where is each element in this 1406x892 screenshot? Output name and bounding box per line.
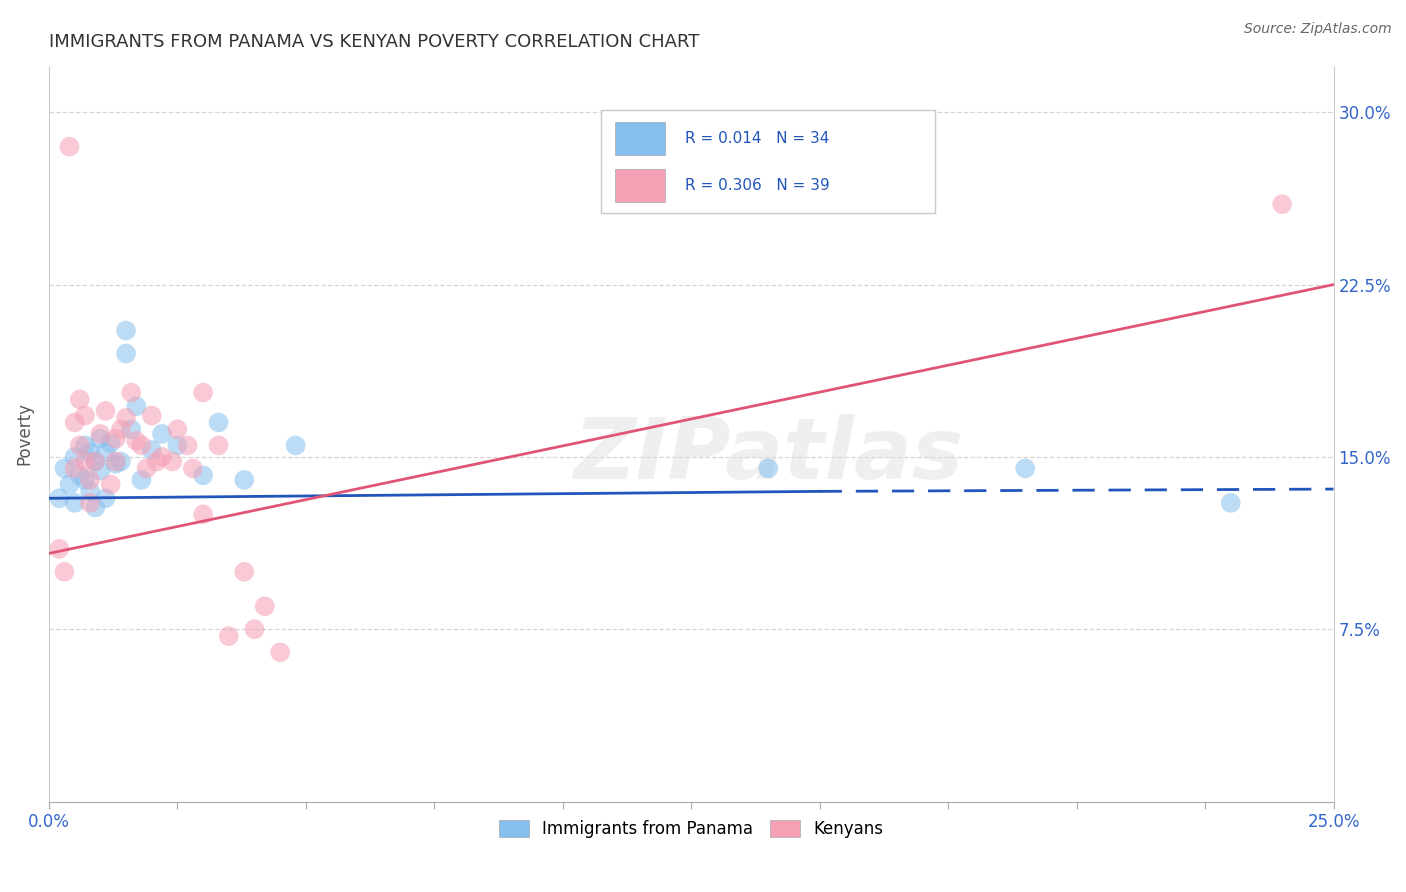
Point bbox=[104, 454, 127, 468]
Point bbox=[141, 442, 163, 457]
Point bbox=[58, 477, 80, 491]
Point bbox=[63, 461, 86, 475]
Point bbox=[233, 473, 256, 487]
Point bbox=[63, 450, 86, 464]
Point bbox=[125, 434, 148, 448]
Text: ZIPatlas: ZIPatlas bbox=[574, 415, 963, 498]
Point bbox=[1014, 461, 1036, 475]
Point bbox=[181, 461, 204, 475]
Point bbox=[191, 508, 214, 522]
Point bbox=[243, 622, 266, 636]
Point bbox=[63, 496, 86, 510]
Point bbox=[89, 432, 111, 446]
Point bbox=[177, 438, 200, 452]
Point bbox=[284, 438, 307, 452]
Point bbox=[191, 385, 214, 400]
Point bbox=[150, 450, 173, 464]
Point bbox=[269, 645, 291, 659]
Point bbox=[218, 629, 240, 643]
Point bbox=[48, 541, 70, 556]
Legend: Immigrants from Panama, Kenyans: Immigrants from Panama, Kenyans bbox=[492, 814, 890, 845]
Point bbox=[69, 392, 91, 407]
Point bbox=[100, 477, 122, 491]
Text: Source: ZipAtlas.com: Source: ZipAtlas.com bbox=[1244, 22, 1392, 37]
Point bbox=[756, 461, 779, 475]
Y-axis label: Poverty: Poverty bbox=[15, 402, 32, 466]
Point bbox=[115, 346, 138, 360]
Point bbox=[53, 461, 76, 475]
Point bbox=[166, 438, 188, 452]
Point bbox=[125, 400, 148, 414]
Point bbox=[141, 409, 163, 423]
Point bbox=[150, 426, 173, 441]
Point bbox=[110, 454, 132, 468]
Point bbox=[115, 410, 138, 425]
Point bbox=[120, 422, 142, 436]
Point bbox=[69, 468, 91, 483]
Point bbox=[94, 491, 117, 506]
Point bbox=[73, 454, 96, 468]
Point bbox=[104, 432, 127, 446]
Point bbox=[146, 454, 169, 468]
Point bbox=[135, 461, 157, 475]
Point bbox=[191, 468, 214, 483]
Point bbox=[79, 484, 101, 499]
Point bbox=[84, 500, 107, 515]
Point bbox=[89, 426, 111, 441]
Point bbox=[73, 473, 96, 487]
Point bbox=[207, 438, 229, 452]
Point bbox=[253, 599, 276, 614]
Point bbox=[131, 473, 153, 487]
Point bbox=[79, 496, 101, 510]
Point bbox=[84, 454, 107, 468]
Point bbox=[1271, 197, 1294, 211]
Point bbox=[69, 438, 91, 452]
Point bbox=[110, 422, 132, 436]
Point bbox=[120, 385, 142, 400]
Point bbox=[1219, 496, 1241, 510]
Point bbox=[73, 409, 96, 423]
Point bbox=[233, 565, 256, 579]
Point bbox=[73, 438, 96, 452]
Point bbox=[115, 324, 138, 338]
Point bbox=[58, 139, 80, 153]
Point bbox=[104, 457, 127, 471]
Point bbox=[53, 565, 76, 579]
Text: IMMIGRANTS FROM PANAMA VS KENYAN POVERTY CORRELATION CHART: IMMIGRANTS FROM PANAMA VS KENYAN POVERTY… bbox=[49, 33, 699, 51]
Point bbox=[166, 422, 188, 436]
Point bbox=[100, 436, 122, 450]
Point bbox=[89, 464, 111, 478]
Point bbox=[79, 473, 101, 487]
Point bbox=[131, 438, 153, 452]
Point bbox=[84, 454, 107, 468]
Point bbox=[207, 416, 229, 430]
Point bbox=[79, 445, 101, 459]
Point bbox=[162, 454, 184, 468]
Point bbox=[94, 445, 117, 459]
Point bbox=[63, 416, 86, 430]
Point bbox=[48, 491, 70, 506]
Point bbox=[94, 404, 117, 418]
